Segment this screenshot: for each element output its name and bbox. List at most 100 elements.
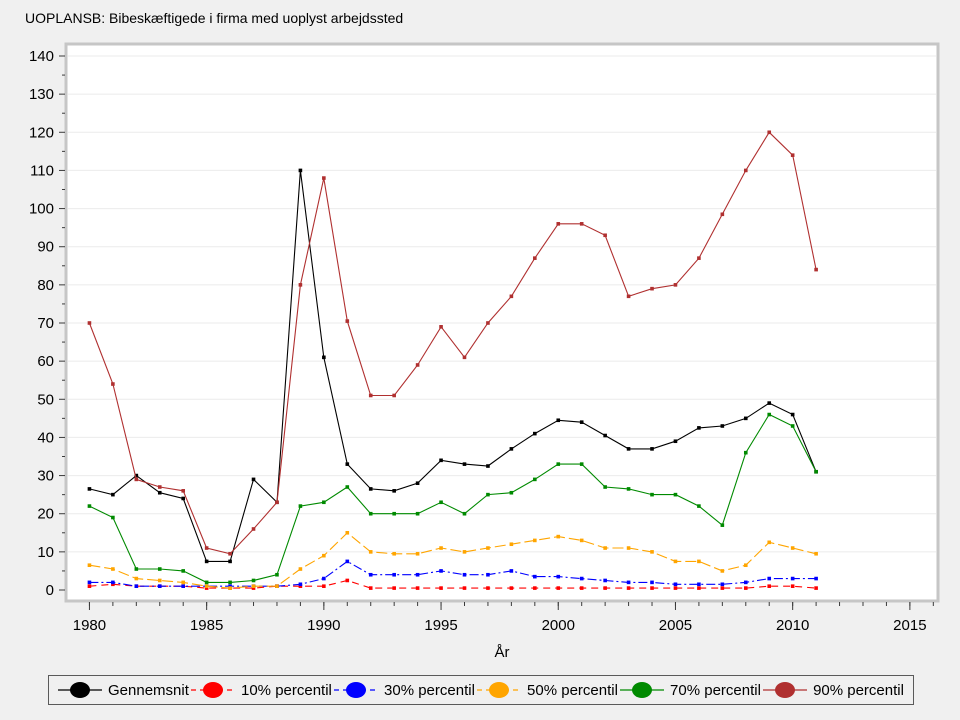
data-point [181,569,186,573]
data-point [556,462,561,466]
data-point [368,586,373,590]
data-point [251,477,256,482]
data-point [767,401,772,405]
data-point [743,580,748,585]
legend-marker-icon [763,682,808,698]
data-point [87,563,92,568]
data-point [228,586,232,590]
data-point [673,559,678,564]
data-point [790,584,795,588]
legend-marker-icon [620,682,665,698]
data-point [462,462,467,466]
data-point [579,586,584,590]
data-point [486,572,490,577]
data-point [415,363,420,367]
data-point [603,433,607,438]
data-point [603,578,607,583]
data-point [767,584,772,588]
data-point [298,584,303,588]
series-line-5 [88,131,817,555]
data-point [228,551,232,556]
x-tick-label: 1980 [73,617,106,634]
data-point [720,582,725,587]
data-point [650,580,654,585]
data-point [790,424,795,428]
data-point [814,576,818,581]
x-tick-label: 2005 [659,617,692,634]
data-point [415,586,420,590]
data-point [392,572,396,577]
data-point [251,584,256,588]
data-point [743,563,748,568]
data-point [439,569,443,573]
y-tick-label: 70 [37,315,54,332]
legend-label: 70% percentil [670,681,761,699]
data-point [486,586,490,590]
data-point [157,578,162,583]
legend-item-4: 70% percentil [620,680,761,700]
data-point [322,176,326,180]
data-point [533,586,537,590]
x-tick-label: 1990 [307,617,340,634]
data-point [392,586,396,590]
data-point [650,492,654,497]
data-point [134,567,139,571]
data-point [111,567,115,571]
data-point [111,382,115,386]
data-point [579,576,584,581]
data-point [415,481,420,485]
data-point [228,584,232,588]
data-point [439,458,443,463]
data-point [697,559,701,564]
data-point [673,582,678,587]
data-point [87,321,92,325]
data-point [181,584,186,588]
x-tick-label: 2010 [776,617,809,634]
y-tick-label: 100 [29,201,54,218]
data-point [509,569,514,573]
data-point [650,447,654,451]
legend-marker-icon [334,682,379,698]
data-point [157,567,162,571]
y-tick-label: 110 [30,162,54,179]
data-point [579,538,584,543]
data-point [322,576,326,581]
data-point [533,431,537,436]
data-point [579,222,584,226]
data-point [603,485,607,489]
data-point [111,580,115,585]
data-point [790,412,795,417]
data-point [87,504,92,508]
data-point [111,582,115,587]
data-point [251,586,256,590]
x-tick-label: 1985 [190,617,223,634]
data-point [251,527,256,531]
data-point [720,586,725,590]
data-point [439,546,443,550]
y-tick-label: 80 [37,277,54,294]
data-point [181,489,186,493]
data-point [134,584,139,588]
data-point [486,492,490,497]
data-point [228,559,232,564]
y-tick-label: 140 [29,48,54,65]
data-point [697,256,701,260]
data-point [134,473,139,478]
data-point [462,355,467,360]
data-point [87,584,92,588]
data-point [790,546,795,550]
legend-marker-icon [58,682,102,698]
data-point [814,267,818,272]
data-point [298,582,303,587]
data-point [626,580,631,585]
data-point [181,580,186,585]
data-point [486,464,490,468]
data-point [697,586,701,590]
data-point [626,546,631,550]
series-line-0 [89,170,817,562]
data-point [626,586,631,590]
series-line-4 [89,413,817,583]
legend-label: Gennemsnit [108,681,189,699]
data-point [673,586,678,590]
data-point [345,319,350,323]
